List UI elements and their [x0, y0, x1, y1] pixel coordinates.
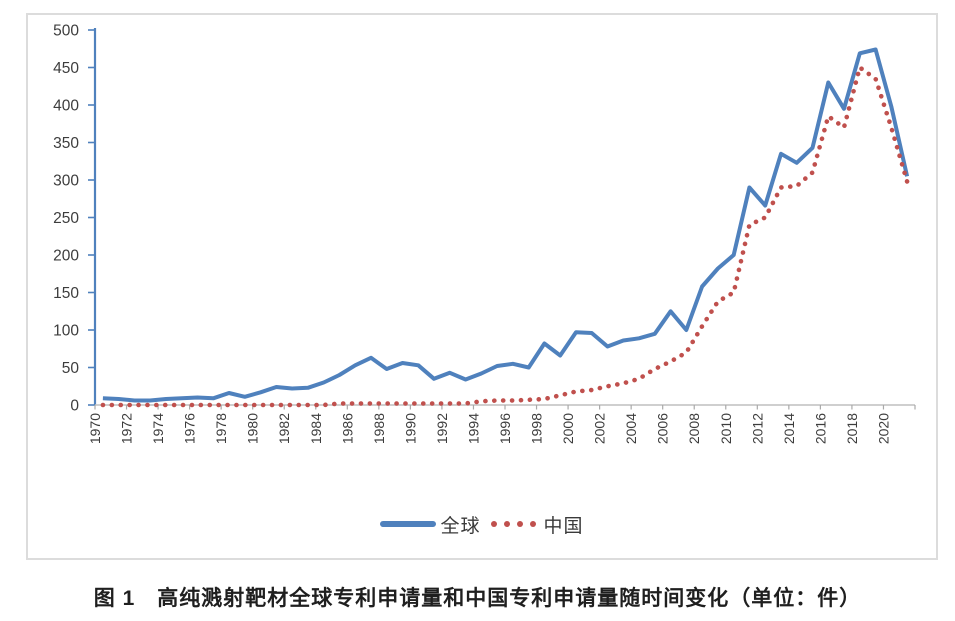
y-tick-label: 300 [53, 173, 79, 190]
y-tick-label: 100 [53, 323, 79, 340]
y-tick-label: 250 [53, 210, 79, 227]
x-tick-label: 2000 [560, 413, 576, 444]
x-tick-label: 2014 [781, 413, 797, 444]
x-tick-label: 1988 [371, 413, 387, 444]
x-tick-label: 1972 [119, 413, 135, 444]
global-line-swatch [380, 521, 437, 527]
chart-legend: 全球 中国 [28, 507, 936, 541]
legend-item-global: 全球 [380, 511, 480, 538]
x-tick-label: 1984 [308, 413, 324, 444]
x-tick-label: 2008 [686, 413, 702, 444]
y-tick-label: 400 [53, 98, 79, 115]
x-tick-label: 1992 [434, 413, 450, 444]
x-tick-label: 1996 [497, 413, 513, 444]
y-tick-label: 500 [53, 23, 79, 40]
y-tick-label: 50 [62, 360, 80, 377]
x-tick-label: 2018 [844, 413, 860, 444]
y-tick-label: 200 [53, 248, 79, 265]
line-chart: 0 50 100 150 200 250 300 350 400 450 500 1970 1972 19… [53, 23, 916, 444]
figure-caption: 图 1 高纯溅射靶材全球专利申请量和中国专利申请量随时间变化（单位：件） [93, 587, 862, 610]
x-tick-label: 2016 [812, 413, 828, 444]
legend-dot [529, 521, 536, 527]
x-tick-label: 2002 [592, 413, 608, 444]
x-tick-label: 1994 [465, 413, 481, 444]
x-tick-label: 1986 [339, 413, 355, 444]
legend-label-china: 中国 [543, 515, 584, 537]
y-tick-label: 450 [53, 60, 79, 77]
chart-frame: 0 50 100 150 200 250 300 350 400 450 500 1970 1972 19… [26, 13, 938, 560]
x-tick-label: 1980 [245, 413, 261, 444]
x-tick-label: 1976 [182, 413, 198, 444]
x-tick-label: 1998 [529, 413, 545, 444]
x-tick-label: 1982 [276, 413, 292, 444]
legend-item-china: 中国 [490, 511, 584, 538]
y-tick-label: 0 [70, 398, 79, 415]
y-tick-label: 150 [53, 285, 79, 302]
china-dotted-swatch [490, 521, 536, 527]
series-line-china [100, 65, 910, 408]
x-tick-label: 2020 [875, 413, 891, 444]
x-tick-label: 2012 [749, 413, 765, 444]
legend-label-global: 全球 [440, 515, 481, 537]
x-tick-label: 1974 [150, 413, 166, 444]
x-tick-label: 1990 [402, 413, 418, 444]
x-tick-label: 1978 [213, 413, 229, 444]
y-tick-label: 350 [53, 135, 79, 152]
legend-dot [516, 521, 523, 527]
legend-dot [503, 521, 510, 527]
x-tick-label: 2010 [718, 413, 734, 444]
legend-dot [490, 521, 497, 527]
x-tick-label: 1970 [87, 413, 103, 444]
series-line-global [102, 47, 910, 403]
x-tick-label: 2006 [655, 413, 671, 444]
x-tick-label: 2004 [623, 413, 639, 444]
